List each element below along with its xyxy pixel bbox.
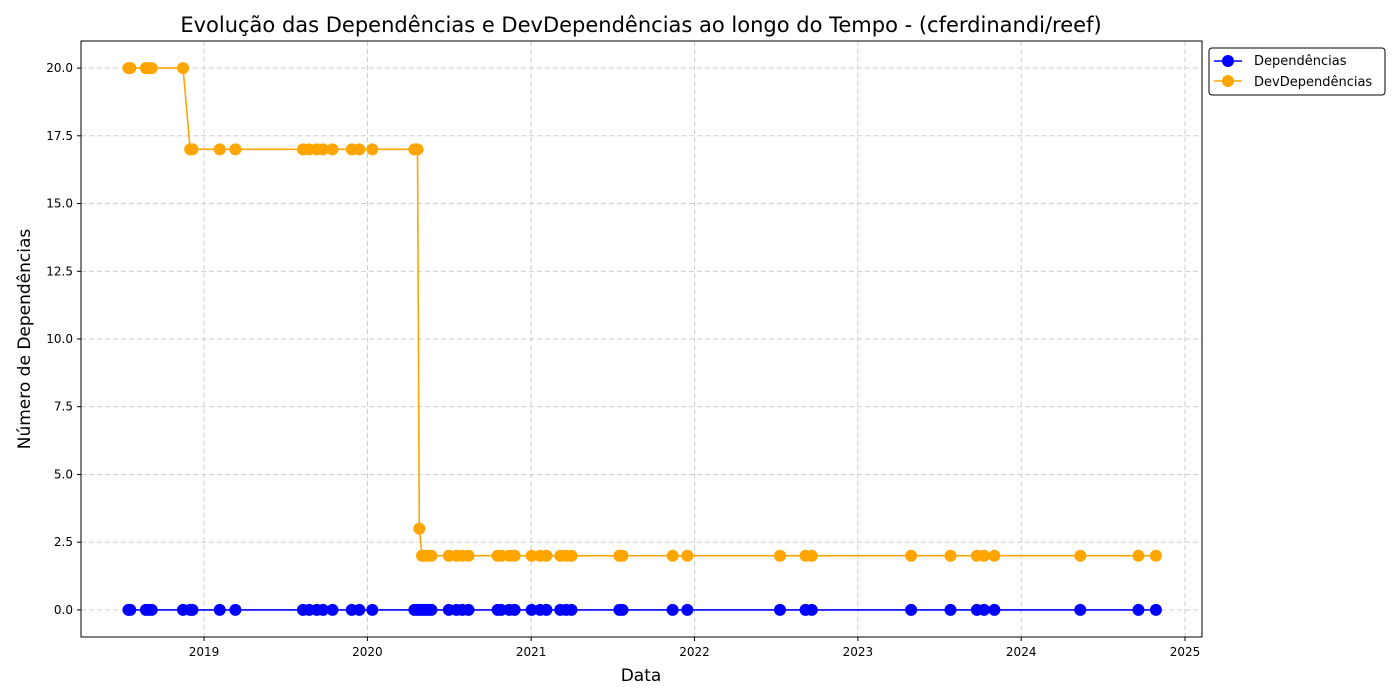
data-point-1 — [525, 549, 538, 562]
y-tick-label: 7.5 — [54, 400, 73, 414]
data-point-1 — [774, 549, 786, 562]
data-point-0 — [186, 603, 199, 616]
data-point-1 — [905, 549, 918, 562]
data-point-0 — [353, 603, 366, 616]
data-point-0 — [366, 603, 379, 616]
legend-box — [1208, 47, 1386, 96]
data-point-0 — [666, 603, 679, 616]
series-line-1 — [128, 67, 1156, 557]
data-point-0 — [1132, 603, 1145, 616]
data-point-1 — [326, 143, 339, 156]
data-point-1 — [229, 143, 242, 156]
data-point-1 — [1149, 549, 1162, 562]
data-point-1 — [411, 143, 424, 156]
y-tick-label: 12.5 — [46, 264, 73, 278]
data-point-0 — [425, 603, 438, 616]
data-point-0 — [1149, 603, 1162, 616]
data-point-0 — [905, 603, 918, 616]
legend-marker-dependencias — [1222, 55, 1234, 67]
data-point-0 — [978, 603, 991, 616]
y-axis-title: Número de Dependências — [15, 229, 35, 450]
data-point-1 — [317, 143, 330, 156]
data-point-1 — [1074, 549, 1087, 562]
data-point-0 — [462, 603, 475, 616]
x-tick-label: 2024 — [1006, 645, 1037, 659]
legend: Dependências DevDependências — [1208, 47, 1386, 96]
x-tick-label: 2022 — [679, 645, 710, 659]
x-axis-title: Data — [621, 666, 662, 686]
data-point-0 — [317, 603, 330, 616]
data-point-1 — [213, 143, 226, 156]
legend-marker-devdependencias — [1222, 75, 1234, 87]
data-point-0 — [1074, 603, 1087, 616]
data-point-0 — [124, 603, 137, 616]
data-point-1 — [944, 549, 957, 562]
legend-label-devdependencias: DevDependências — [1254, 75, 1372, 90]
data-point-1 — [1132, 549, 1145, 562]
x-tick-label: 2019 — [189, 645, 220, 659]
data-point-1 — [145, 62, 158, 75]
data-point-0 — [145, 603, 158, 616]
data-point-1 — [177, 62, 190, 75]
data-point-0 — [944, 603, 957, 616]
data-point-0 — [213, 603, 226, 616]
data-point-0 — [525, 603, 538, 616]
x-tick-label: 2023 — [843, 645, 874, 659]
data-point-1 — [681, 549, 694, 562]
data-point-0 — [616, 603, 629, 616]
data-point-0 — [326, 603, 339, 616]
series-markers — [122, 62, 1162, 616]
x-tick-label: 2020 — [352, 645, 383, 659]
data-point-1 — [353, 143, 366, 156]
data-point-1 — [540, 549, 553, 562]
y-tick-label: 5.0 — [54, 467, 73, 481]
y-tick-label: 10.0 — [46, 332, 73, 346]
data-point-1 — [462, 549, 475, 562]
data-point-1 — [988, 549, 1001, 562]
data-point-1 — [366, 143, 379, 156]
data-point-0 — [805, 603, 818, 616]
data-point-1 — [805, 549, 818, 562]
data-point-0 — [540, 603, 553, 616]
data-point-1 — [565, 549, 578, 562]
legend-label-dependencias: Dependências — [1254, 54, 1347, 69]
x-axis: 2019 2020 2021 2022 2023 2024 2025 — [189, 637, 1200, 659]
chart-title: Evolução das Dependências e DevDependênc… — [180, 13, 1101, 37]
y-tick-label: 17.5 — [46, 129, 73, 143]
data-point-0 — [508, 603, 521, 616]
data-point-0 — [565, 603, 578, 616]
data-point-1 — [508, 549, 521, 562]
data-point-1 — [978, 549, 991, 562]
data-point-1 — [186, 143, 199, 156]
y-tick-label: 20.0 — [46, 61, 73, 75]
data-point-1 — [425, 549, 438, 562]
data-point-0 — [229, 603, 242, 616]
y-tick-label: 2.5 — [54, 535, 73, 549]
y-tick-label: 15.0 — [46, 197, 73, 211]
data-point-1 — [413, 522, 426, 535]
data-point-0 — [681, 603, 694, 616]
data-point-0 — [774, 603, 786, 616]
data-point-1 — [666, 549, 679, 562]
y-axis: 0.0 2.5 5.0 7.5 10.0 12.5 15.0 17.5 20.0 — [46, 61, 81, 617]
grid — [81, 41, 1202, 637]
data-point-1 — [124, 62, 137, 75]
data-point-1 — [616, 549, 629, 562]
data-point-0 — [988, 603, 1001, 616]
y-tick-label: 0.0 — [54, 603, 73, 617]
x-tick-label: 2025 — [1170, 645, 1201, 659]
x-tick-label: 2021 — [516, 645, 547, 659]
